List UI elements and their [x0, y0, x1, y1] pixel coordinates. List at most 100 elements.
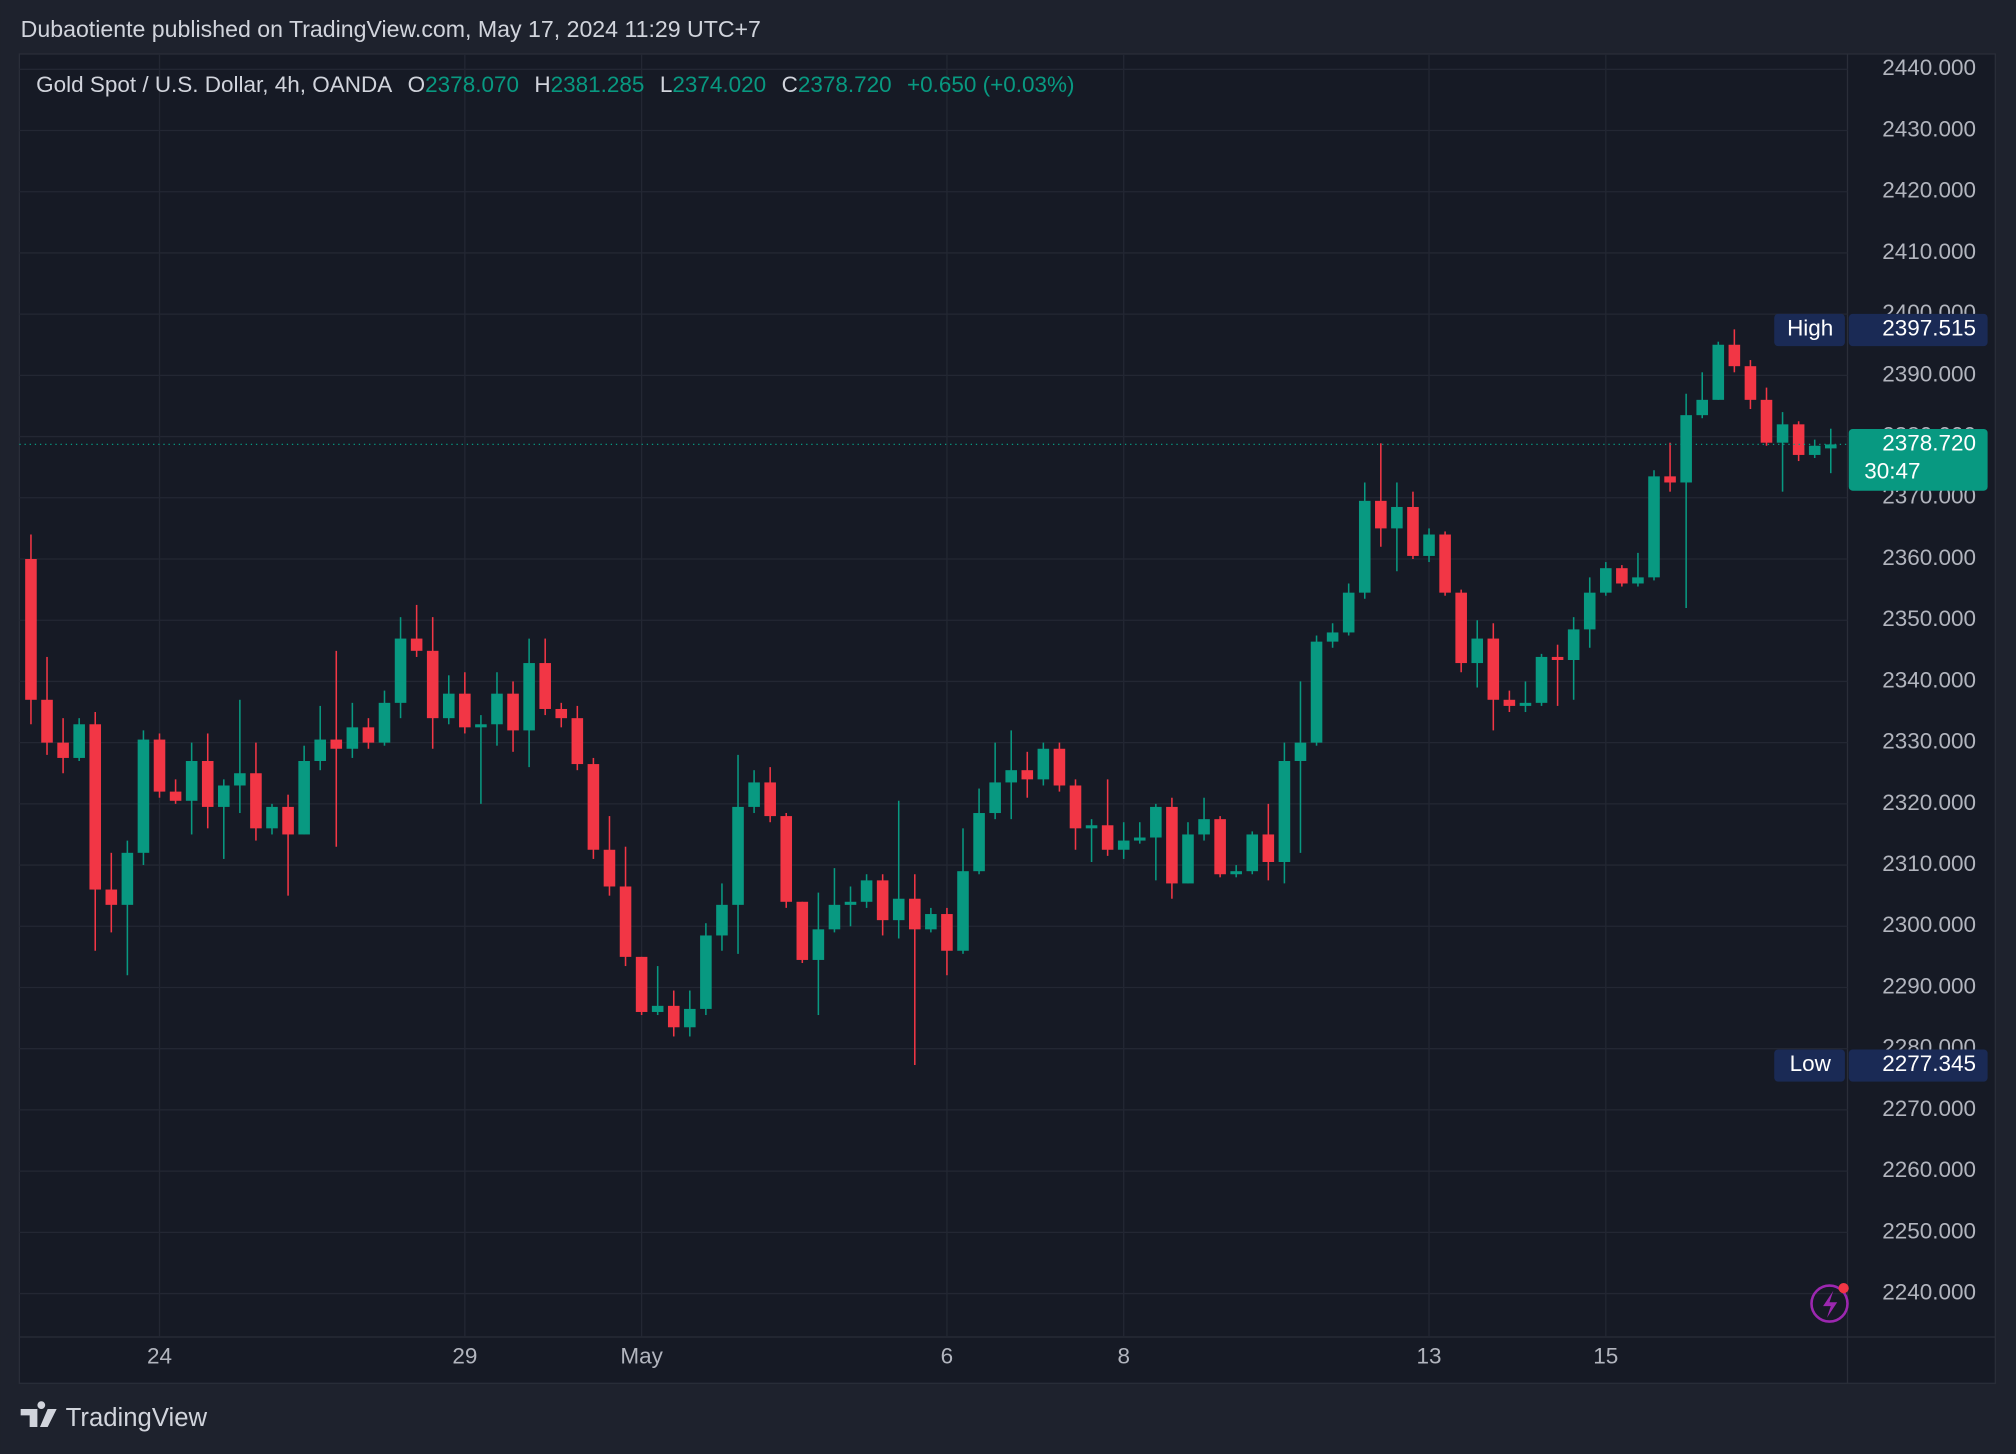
candle-body: [169, 791, 182, 801]
candle-body: [394, 638, 407, 703]
y-tick-label: 2320.000: [1882, 790, 1976, 815]
grid: [19, 53, 1848, 1338]
candle-body: [1567, 629, 1580, 660]
candle-body: [1551, 656, 1564, 660]
x-tick-label: May: [620, 1344, 663, 1369]
footer-brand: TradingView: [66, 1404, 208, 1432]
candle-body: [667, 1005, 680, 1028]
icon-bolt: [1823, 1290, 1838, 1318]
candle-body: [410, 638, 423, 651]
candle-body: [860, 880, 873, 902]
x-tick-label: 13: [1417, 1344, 1442, 1369]
candle-body: [1150, 806, 1162, 838]
price-badge-value-bg: [1848, 313, 1988, 347]
last-price-badge: [1848, 428, 1988, 491]
legend-value: 2374.020: [672, 72, 766, 97]
candle-body: [892, 898, 905, 921]
candle-body: [1471, 638, 1484, 664]
candle-body: [121, 852, 134, 905]
candle-body: [925, 914, 937, 930]
candle-body: [1214, 819, 1226, 875]
candle-body: [1583, 592, 1596, 630]
candle-body: [185, 761, 198, 801]
candle-body: [716, 904, 728, 936]
x-tick-label: 6: [941, 1344, 954, 1369]
candle-body: [1808, 445, 1821, 455]
y-tick-label: 2350.000: [1882, 606, 1976, 631]
legend-value: 2381.285: [551, 72, 645, 97]
legend-key: H: [534, 72, 550, 97]
legend-key: C: [782, 72, 798, 97]
candle-body: [1776, 424, 1789, 443]
y-tick-label: 2240.000: [1882, 1279, 1976, 1304]
y-tick-label: 2250.000: [1882, 1218, 1976, 1243]
candle-body: [1069, 785, 1082, 829]
candle-body: [1391, 506, 1403, 529]
y-tick-label: 2300.000: [1882, 912, 1976, 937]
candle-body: [1326, 632, 1339, 642]
legend-value: 2378.720: [798, 72, 892, 97]
footer-logo: TradingView: [20, 1401, 208, 1432]
candle-body: [1375, 500, 1387, 529]
y-tick-label: 2270.000: [1882, 1096, 1976, 1121]
legend-change: +0.650 (+0.03%): [907, 72, 1075, 97]
x-tick-label: 29: [452, 1344, 477, 1369]
candle-body: [1455, 592, 1467, 664]
countdown-label: 30:47: [1864, 459, 1920, 484]
candle-body: [1278, 761, 1291, 863]
candle-body: [41, 699, 53, 743]
y-tick-label: 2340.000: [1882, 667, 1976, 692]
legend-key: O: [408, 72, 426, 97]
candle-body: [1519, 702, 1532, 706]
candle-body: [1600, 568, 1612, 593]
candle-body: [1198, 819, 1210, 835]
y-tick-label: 2330.000: [1882, 729, 1976, 754]
candle-body: [619, 886, 632, 957]
candle-body: [909, 898, 921, 930]
candle-body: [137, 739, 150, 853]
candle-body: [555, 708, 568, 719]
price-badge-value-bg: [1848, 1049, 1988, 1082]
candle-body: [1230, 871, 1242, 875]
candle-body: [1358, 500, 1371, 593]
candle-body: [812, 929, 825, 960]
candle-body: [941, 914, 953, 951]
candle-body: [828, 904, 841, 930]
price-badge-label-bg: [1774, 1049, 1845, 1082]
candle-body: [73, 724, 85, 758]
legend-key: L: [660, 72, 673, 97]
candle-body: [1021, 770, 1034, 780]
candle-body: [635, 956, 648, 1012]
candle-body: [330, 739, 343, 749]
y-tick-label: 2390.000: [1882, 361, 1976, 386]
candle-body: [1182, 834, 1194, 884]
candle-body: [25, 558, 37, 700]
y-tick-label: 2410.000: [1882, 239, 1976, 264]
lightning-icon: [1810, 1283, 1849, 1323]
candle-body: [378, 702, 391, 743]
candles: [19, 329, 1848, 1065]
badges: 2378.720 30:47 High 2397.515 Low 2277.345: [1774, 313, 1988, 1082]
candle-body: [1792, 424, 1805, 455]
last-price-label: 2378.720: [1882, 430, 1976, 455]
candle-body: [587, 764, 600, 850]
candle-body: [314, 739, 326, 762]
candle-body: [796, 901, 809, 960]
candle-body: [1712, 344, 1725, 400]
candle-body: [1133, 837, 1146, 841]
candle-body: [1664, 476, 1676, 483]
y-tick-label: 2310.000: [1882, 851, 1976, 876]
candle-body: [1487, 638, 1500, 700]
candle-body: [844, 901, 857, 905]
candle-body: [1680, 415, 1692, 483]
chart-frame: [18, 53, 1996, 1384]
candle-body: [684, 1008, 696, 1028]
candle-body: [266, 806, 278, 829]
candle-body: [1407, 506, 1419, 556]
candle-body: [1744, 366, 1757, 400]
candle-body: [491, 693, 503, 725]
x-tick-label: 8: [1117, 1344, 1130, 1369]
candle-body: [89, 724, 102, 890]
y-tick-label: 2430.000: [1882, 116, 1976, 141]
